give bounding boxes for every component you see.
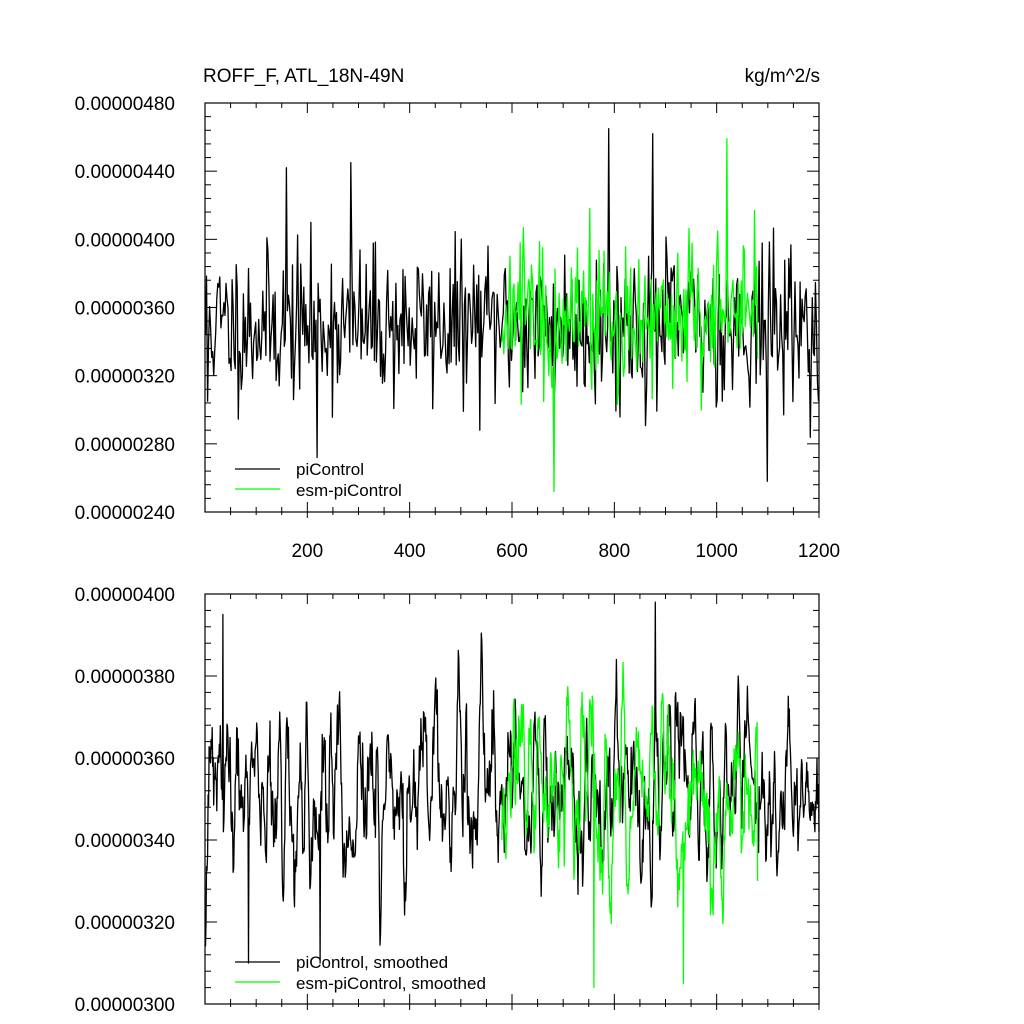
series-line-picontrol-smoothed	[204, 601, 820, 964]
chart-title: ROFF_F, ATL_18N-49N	[203, 66, 404, 87]
y-tick-label: 0.00000300	[75, 995, 175, 1016]
panel-bottom: 0.00000300 0.00000320 0.00000340 0.00000360…	[75, 585, 820, 1016]
legend-label-picontrol: piControl	[296, 460, 364, 479]
chart-units: kg/m^2/s	[745, 66, 820, 87]
y-tick-label: 0.00000360	[75, 749, 175, 770]
legend: piControl, smoothed esm-piControl, smoot…	[235, 953, 486, 993]
x-tick-label: 600	[496, 541, 528, 562]
y-tick-label: 0.00000320	[75, 367, 175, 388]
y-tick-label: 0.00000380	[75, 667, 175, 688]
series-line-esm-picontrol-smoothed	[501, 661, 759, 989]
legend-label-esm-picontrol: esm-piControl	[296, 481, 402, 500]
y-tick-label: 0.00000280	[75, 435, 175, 456]
y-tick-label: 0.00000320	[75, 913, 175, 934]
legend-label-esm-picontrol-smoothed: esm-piControl, smoothed	[296, 974, 486, 993]
x-tick-label: 800	[598, 541, 630, 562]
plot-frame	[204, 102, 820, 513]
x-tick-label: 200	[291, 541, 323, 562]
y-tick-label: 0.00000440	[75, 162, 175, 183]
legend: piControl esm-piControl	[235, 460, 402, 500]
x-tick-label: 1200	[798, 541, 840, 562]
y-tick-label: 0.00000340	[75, 831, 175, 852]
y-tick-labels: 0.00000240 0.00000280 0.00000320 0.00000360…	[75, 94, 175, 524]
panel-top: ROFF_F, ATL_18N-49N kg/m^2/s 0.000002400…	[75, 66, 841, 562]
legend-label-picontrol-smoothed: piControl, smoothed	[296, 953, 448, 972]
y-tick-label: 0.00000360	[75, 299, 175, 320]
y-tick-label: 0.00000400	[75, 585, 175, 606]
series-lines	[204, 127, 820, 493]
x-tick-labels: 200 400 600 800 1000 1200	[291, 541, 840, 562]
series-lines	[204, 601, 820, 989]
y-tick-label: 0.00000480	[75, 94, 175, 115]
y-tick-labels: 0.00000300 0.00000320 0.00000340 0.00000360…	[75, 585, 175, 1016]
plot-frame	[204, 593, 820, 1005]
series-line-picontrol	[204, 127, 820, 482]
x-tick-label: 1000	[696, 541, 738, 562]
x-tick-label: 400	[394, 541, 426, 562]
y-tick-label: 0.00000400	[75, 230, 175, 251]
y-tick-label: 0.00000240	[75, 503, 175, 524]
series-line-esm-picontrol	[501, 138, 759, 493]
